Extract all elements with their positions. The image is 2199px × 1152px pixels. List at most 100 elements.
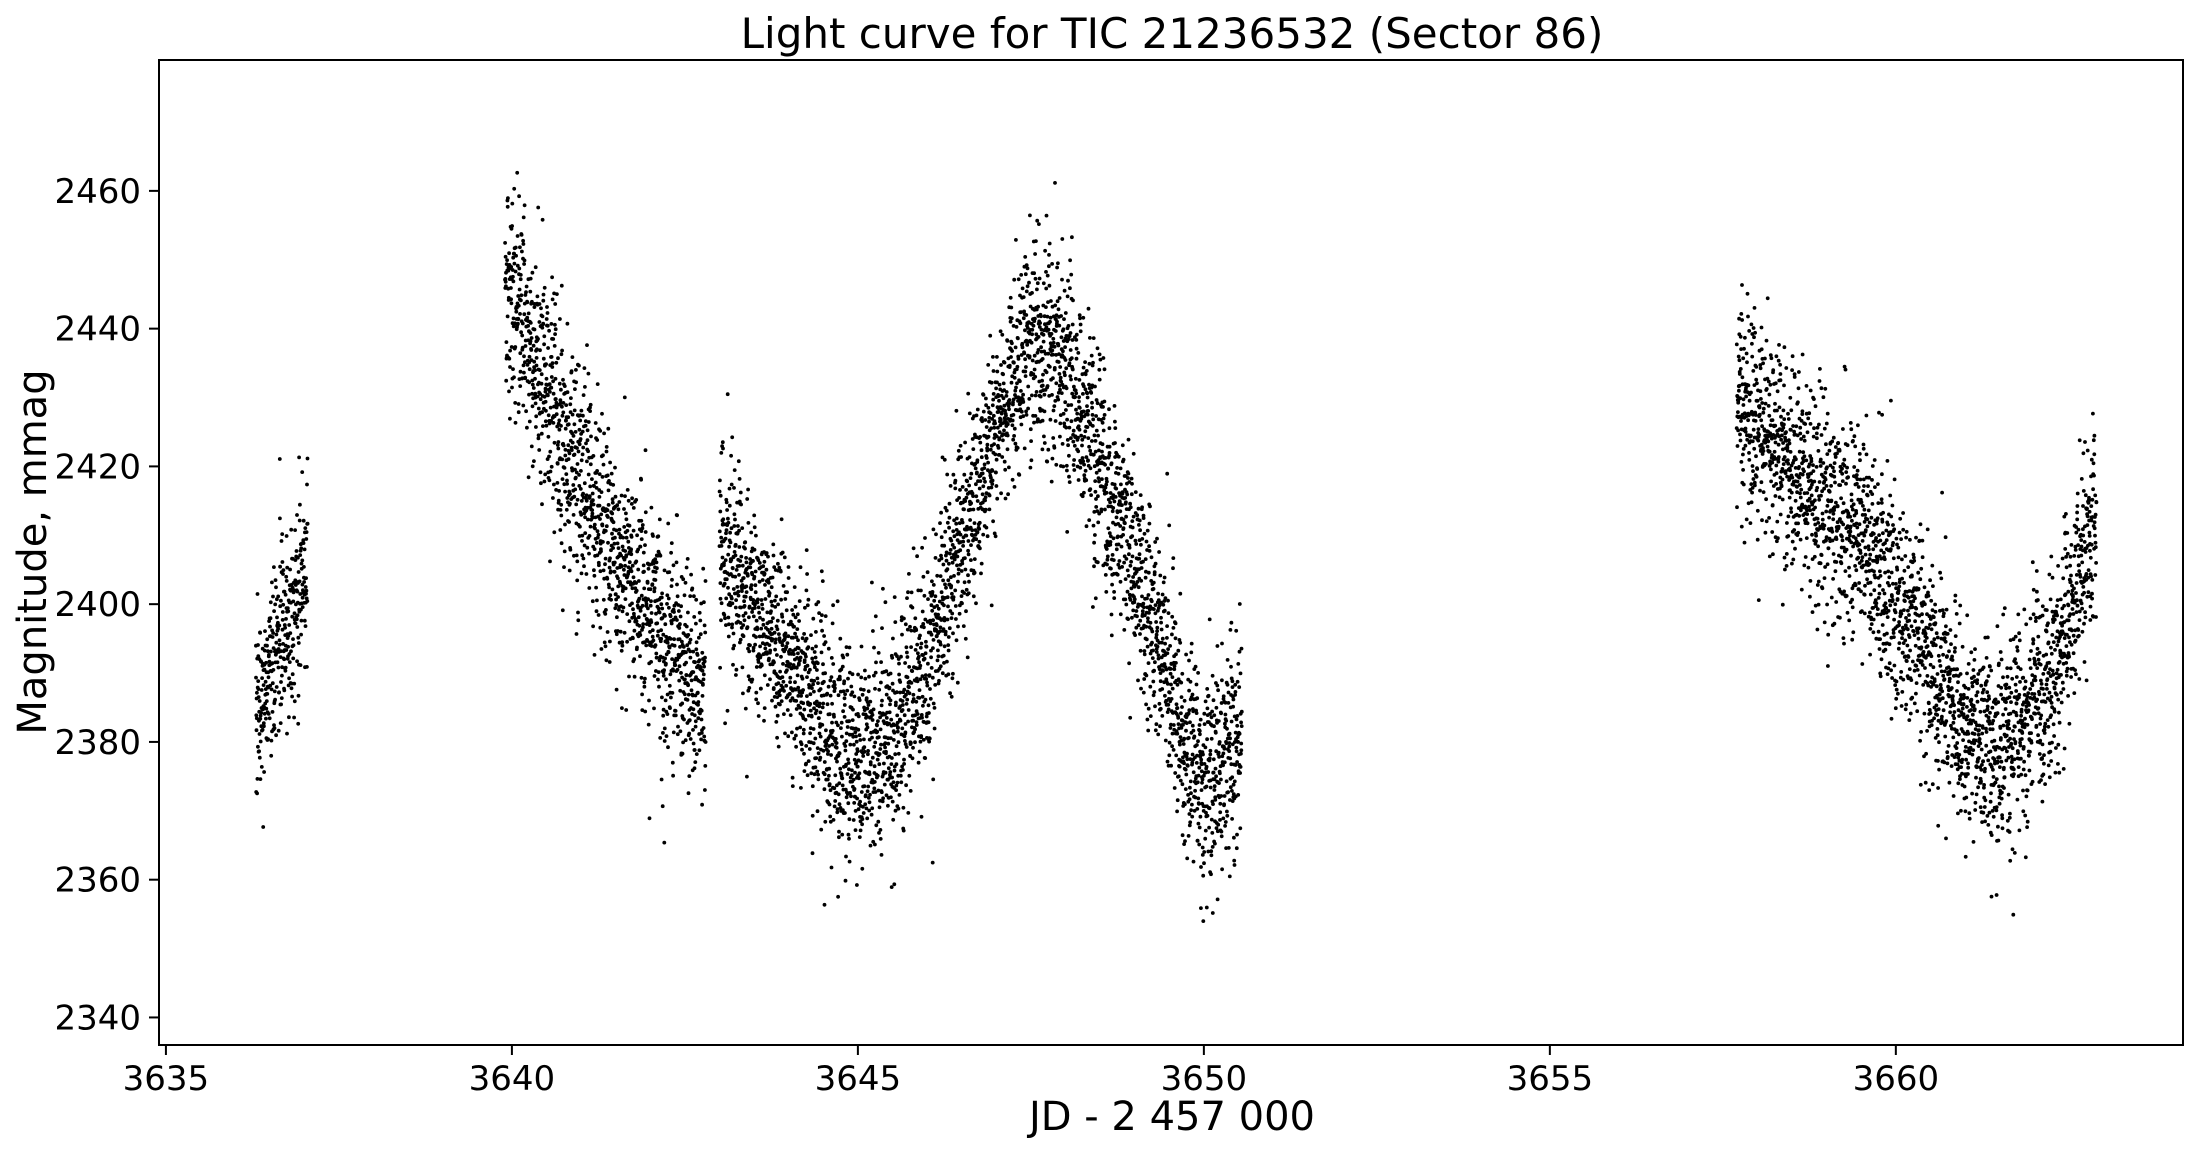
data-point	[266, 675, 271, 680]
data-point	[1173, 621, 1178, 626]
data-point	[1209, 853, 1214, 858]
data-point	[291, 643, 296, 648]
data-point	[817, 716, 821, 720]
data-point	[956, 624, 960, 629]
data-point	[888, 671, 893, 676]
data-point	[994, 484, 999, 488]
data-point	[1011, 437, 1016, 442]
data-point	[529, 348, 534, 352]
data-point	[932, 598, 937, 603]
data-point	[665, 593, 670, 598]
data-point	[768, 648, 773, 653]
data-point	[921, 574, 926, 579]
data-point	[1044, 305, 1048, 309]
data-point	[515, 234, 520, 238]
data-point	[1069, 272, 1074, 277]
data-point	[1030, 358, 1035, 363]
data-point	[517, 266, 522, 271]
data-point	[568, 492, 572, 496]
data-point	[565, 390, 570, 395]
data-point	[597, 495, 602, 499]
data-point	[887, 710, 892, 715]
data-point	[826, 749, 830, 754]
data-point	[1001, 438, 1005, 443]
data-point	[526, 475, 531, 480]
data-point	[545, 311, 550, 315]
data-point	[823, 614, 828, 618]
data-point	[669, 550, 673, 555]
data-point	[1100, 449, 1104, 454]
data-point	[873, 842, 877, 847]
data-point	[681, 577, 686, 582]
data-point	[698, 711, 702, 716]
data-point	[1171, 748, 1176, 752]
data-point	[923, 651, 928, 656]
data-point	[504, 378, 509, 383]
data-point	[280, 673, 284, 678]
data-point	[730, 566, 735, 571]
data-point	[776, 681, 781, 686]
data-point	[538, 470, 543, 475]
data-point	[579, 458, 584, 463]
data-point	[757, 610, 761, 615]
data-point	[835, 599, 840, 604]
data-point	[1108, 491, 1113, 495]
data-point	[791, 652, 796, 656]
data-point	[1056, 360, 1061, 364]
data-point	[1069, 377, 1073, 382]
data-point	[542, 394, 547, 399]
data-point	[950, 560, 955, 565]
data-point	[995, 496, 1000, 501]
data-point	[1204, 784, 1209, 789]
data-point	[518, 273, 523, 277]
data-point	[1164, 667, 1169, 672]
data-point	[878, 747, 883, 751]
data-point	[1041, 332, 1046, 337]
data-point	[665, 692, 670, 697]
data-point	[956, 448, 961, 453]
data-point	[1195, 780, 1200, 785]
data-point	[671, 617, 676, 622]
data-point	[589, 434, 593, 439]
data-point	[984, 456, 989, 460]
data-point	[954, 528, 959, 532]
data-point	[990, 482, 995, 486]
data-point	[1022, 351, 1027, 356]
data-point	[1131, 451, 1136, 456]
data-point	[827, 773, 831, 778]
data-point	[692, 766, 697, 771]
data-point	[1068, 258, 1072, 263]
data-point	[1091, 360, 1095, 365]
data-point	[826, 646, 831, 651]
data-point	[539, 306, 543, 311]
data-point	[778, 669, 782, 674]
data-point	[559, 387, 563, 392]
data-point	[610, 500, 615, 505]
data-point	[1105, 479, 1109, 484]
data-point	[1180, 782, 1185, 787]
data-point	[1202, 773, 1206, 778]
data-point	[827, 712, 832, 717]
data-point	[1012, 277, 1017, 282]
data-point	[771, 553, 776, 558]
data-point	[936, 648, 940, 653]
data-point	[591, 454, 596, 458]
data-point	[1138, 493, 1143, 497]
data-point	[974, 482, 978, 487]
data-point	[977, 486, 982, 491]
data-point	[302, 618, 307, 623]
data-point	[853, 730, 858, 735]
data-point	[703, 655, 707, 660]
data-point	[729, 453, 733, 458]
data-point	[1048, 417, 1053, 422]
data-point	[738, 637, 743, 642]
data-point	[519, 330, 523, 335]
data-point	[842, 679, 847, 684]
data-point	[303, 624, 308, 628]
data-point	[1023, 374, 1028, 378]
data-point	[1142, 613, 1147, 618]
data-point	[808, 667, 812, 672]
data-point	[583, 423, 588, 428]
data-point	[1066, 337, 1071, 341]
data-point	[1185, 763, 1190, 768]
